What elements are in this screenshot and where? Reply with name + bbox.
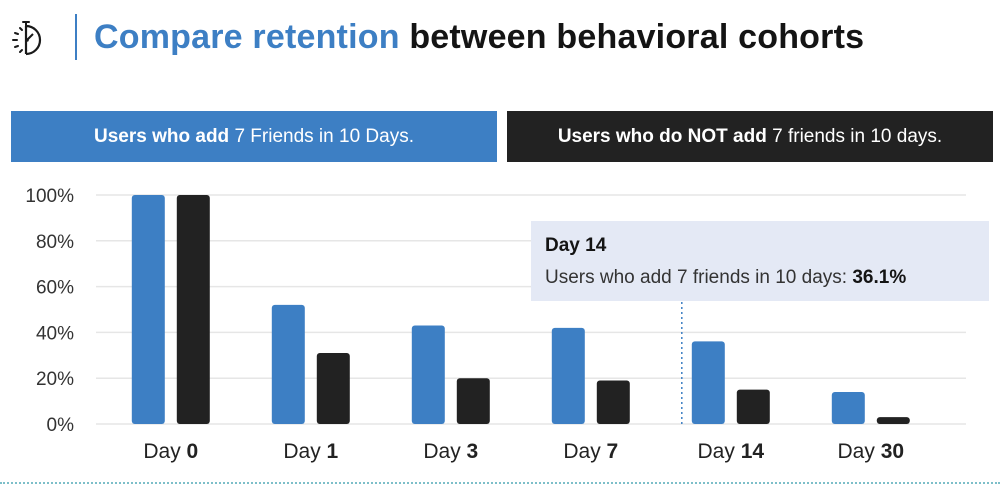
x-tick-label: Day 7	[563, 440, 618, 463]
x-tick-label: Day 1	[283, 440, 338, 463]
tooltip-line: Users who add 7 friends in 10 days: 36.1…	[545, 267, 975, 289]
bar-series-2-day-14	[736, 389, 770, 424]
y-tick-label: 100%	[25, 186, 74, 207]
day14-tooltip: Day 14 Users who add 7 friends in 10 day…	[531, 221, 989, 301]
legend-cohort-b-bold-2: NOT add	[687, 125, 767, 147]
bar-series-1-day-7	[551, 327, 585, 424]
bar-series-2-day-3	[456, 378, 490, 424]
legend-cohort-a-bold: Users who add	[94, 125, 230, 147]
y-tick-label: 80%	[36, 232, 74, 253]
logo-icon	[12, 21, 42, 56]
page-title-rest: between behavioral cohorts	[409, 18, 865, 56]
y-tick-label: 60%	[36, 278, 74, 299]
y-tick-label: 20%	[36, 369, 74, 390]
x-tick-label: Day 0	[143, 440, 198, 463]
bar-series-2-day-1	[316, 353, 350, 424]
x-tick-label: Day 14	[698, 440, 765, 463]
tooltip-title: Day 14	[545, 235, 607, 256]
legend-cohort-a-light: 7 Friends in 10 Days.	[234, 125, 414, 147]
y-tick-label: 40%	[36, 323, 74, 344]
bar-series-2-day-30	[876, 417, 910, 424]
tooltip-label: Users who add 7 friends in 10 days:	[545, 267, 848, 288]
bar-series-2-day-7	[596, 380, 630, 424]
tooltip-value: 36.1%	[852, 267, 907, 288]
legend-cohort-b: Users who do NOT add 7 friends in 10 day…	[507, 111, 993, 162]
retention-bar-chart: 0% 20% 40% 60% 80% 100% Day 0 Day 1 Day 3 Day 7 Da…	[25, 186, 966, 463]
legend-cohort-b-bold-1: Users who do	[557, 125, 683, 147]
bar-series-1-day-0	[131, 195, 165, 424]
legend-cohort-b-light: 7 friends in 10 days.	[772, 125, 943, 147]
page-title: Compare retention between behavioral coh…	[94, 18, 864, 57]
bottom-dotted-divider	[0, 482, 1000, 484]
bar-series-2-day-0	[176, 195, 210, 424]
legend-cohort-a: Users who add 7 Friends in 10 Days.	[11, 111, 497, 162]
page-title-accent: Compare retention	[94, 18, 400, 56]
bar-series-1-day-1	[271, 304, 305, 424]
y-tick-label: 0%	[47, 415, 75, 436]
bar-series-1-day-30	[831, 391, 865, 424]
bar-series-1-day-3	[411, 325, 445, 424]
title-divider	[75, 14, 77, 60]
bar-series-1-day-14	[691, 341, 725, 424]
x-tick-label: Day 30	[838, 440, 905, 463]
x-tick-label: Day 3	[423, 440, 478, 463]
